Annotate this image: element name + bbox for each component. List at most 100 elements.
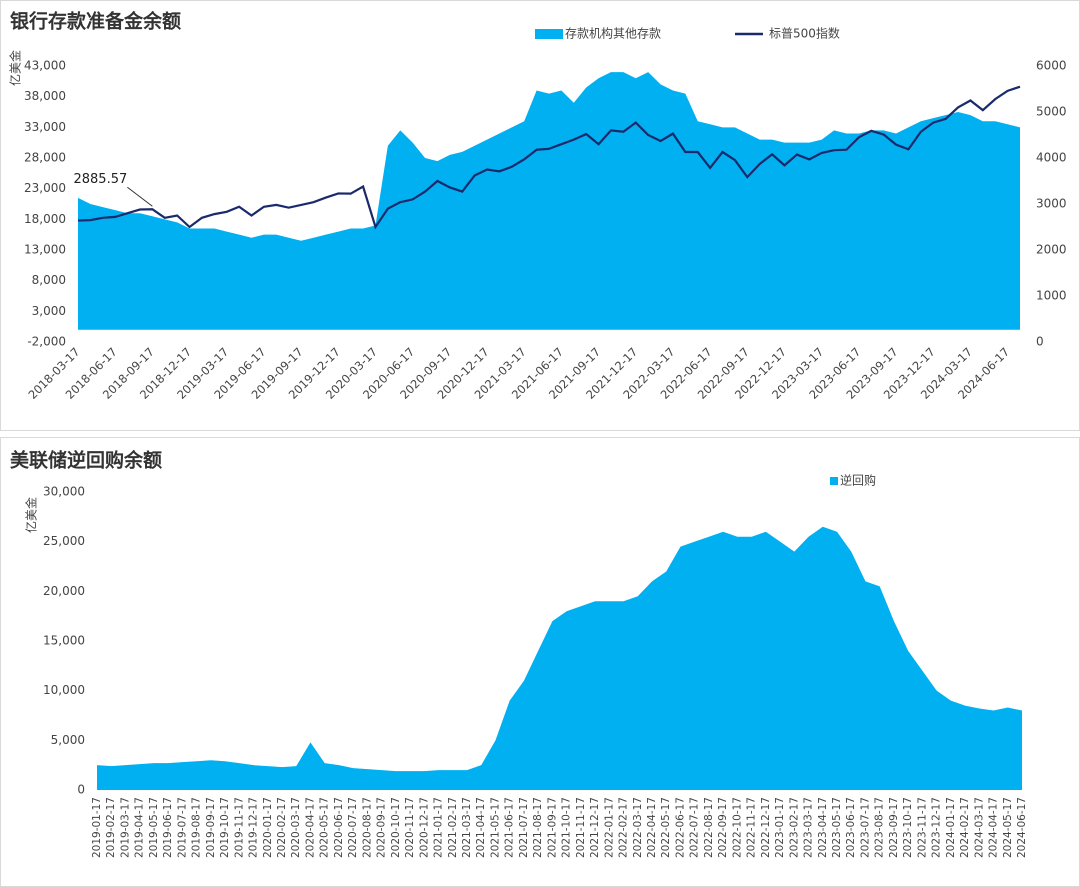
x-tick-label: 2020-06-17 <box>333 797 345 858</box>
y-axis-label: 亿美金 <box>24 497 39 533</box>
y-tick-label: 20,000 <box>43 584 85 598</box>
x-tick-label: 2024-02-17 <box>959 797 971 858</box>
x-tick-label: 2020-03-17 <box>290 797 302 858</box>
x-tick-label: 2024-06-17 <box>1016 797 1028 858</box>
x-tick-label: 2022-03-17 <box>632 797 644 858</box>
x-tick-label: 2021-08-17 <box>532 797 544 858</box>
y-tick-label: 10,000 <box>43 683 85 697</box>
y2-tick-label: 1000 <box>1036 289 1067 303</box>
y2-tick-label: 6000 <box>1036 59 1067 73</box>
x-tick-label: 2023-02-17 <box>788 797 800 858</box>
x-tick-label: 2019-03-17 <box>119 797 131 858</box>
y-tick-label: 28,000 <box>24 151 66 165</box>
x-tick-label: 2022-05-17 <box>660 797 672 858</box>
legend-swatch <box>830 477 838 485</box>
x-tick-label: 2021-01-17 <box>433 797 445 858</box>
y2-tick-label: 3000 <box>1036 197 1067 211</box>
x-tick-label: 2020-01-17 <box>262 797 274 858</box>
x-tick-label: 2021-09-17 <box>546 797 558 858</box>
line <box>77 85 1021 230</box>
x-tick-label: 2023-03-17 <box>803 797 815 858</box>
x-tick-label: 2021-11-17 <box>575 797 587 858</box>
y-tick-label: 3,000 <box>32 304 66 318</box>
x-tick-label: 2019-04-17 <box>134 797 146 858</box>
y-tick-label: -2,000 <box>27 335 66 349</box>
x-tick-label: 2020-10-17 <box>390 797 402 858</box>
x-tick-label: 2021-10-17 <box>561 797 573 858</box>
x-tick-label: 2019-02-17 <box>105 797 117 858</box>
x-tick-label: 2019-05-17 <box>148 797 160 858</box>
x-tick-label: 2022-09-17 <box>717 797 729 858</box>
area <box>97 526 1022 790</box>
chart-title: 美联储逆回购余额 <box>10 449 162 472</box>
x-tick-label: 2020-09-17 <box>376 797 388 858</box>
x-tick-label: 2019-09-17 <box>205 797 217 858</box>
y-tick-label: 0 <box>77 783 85 797</box>
x-tick-label: 2022-11-17 <box>746 797 758 858</box>
x-tick-label: 2020-07-17 <box>347 797 359 858</box>
x-tick-label: 2024-05-17 <box>1002 797 1014 858</box>
y-tick-label: 18,000 <box>24 212 66 226</box>
x-tick-label: 2023-06-17 <box>845 797 857 858</box>
x-tick-label: 2023-01-17 <box>774 797 786 858</box>
x-tick-label: 2022-08-17 <box>703 797 715 858</box>
x-tick-label: 2022-07-17 <box>689 797 701 858</box>
x-tick-label: 2021-02-17 <box>447 797 459 858</box>
x-tick-label: 2022-12-17 <box>760 797 772 858</box>
x-tick-label: 2019-01-17 <box>91 797 103 858</box>
legend-swatch <box>535 29 563 39</box>
y2-tick-label: 0 <box>1036 335 1044 349</box>
x-tick-label: 2019-06-17 <box>162 797 174 858</box>
x-tick-label: 2023-05-17 <box>831 797 843 858</box>
x-tick-label: 2024-01-17 <box>945 797 957 858</box>
x-tick-label: 2023-04-17 <box>817 797 829 858</box>
x-tick-label: 2023-12-17 <box>931 797 943 858</box>
x-tick-label: 2019-10-17 <box>219 797 231 858</box>
x-tick-label: 2019-07-17 <box>176 797 188 858</box>
legend-label: 逆回购 <box>840 473 876 488</box>
x-tick-label: 2023-10-17 <box>902 797 914 858</box>
x-tick-label: 2020-12-17 <box>418 797 430 858</box>
x-tick-label: 2022-01-17 <box>603 797 615 858</box>
y2-tick-label: 4000 <box>1036 151 1067 165</box>
data-label: 2885.57 <box>73 172 127 187</box>
annotation-leader <box>127 186 153 207</box>
x-tick-label: 2024-04-17 <box>988 797 1000 858</box>
x-tick-label: 2023-08-17 <box>874 797 886 858</box>
x-tick-label: 2024-03-17 <box>973 797 985 858</box>
y-tick-label: 13,000 <box>24 243 66 257</box>
x-tick-label: 2019-08-17 <box>191 797 203 858</box>
x-tick-label: 2022-06-17 <box>674 797 686 858</box>
x-tick-label: 2023-07-17 <box>859 797 871 858</box>
chart-title: 银行存款准备金余额 <box>10 10 181 33</box>
x-tick-label: 2020-05-17 <box>319 797 331 858</box>
y-tick-label: 43,000 <box>24 59 66 73</box>
x-tick-label: 2023-11-17 <box>916 797 928 858</box>
x-tick-label: 2020-04-17 <box>304 797 316 858</box>
x-tick-label: 2023-09-17 <box>888 797 900 858</box>
x-tick-label: 2022-02-17 <box>618 797 630 858</box>
y-tick-label: 30,000 <box>43 485 85 499</box>
x-tick-label: 2021-04-17 <box>475 797 487 858</box>
legend-label: 存款机构其他存款 <box>565 26 661 41</box>
legend-label: 标普500指数 <box>769 26 840 41</box>
x-tick-label: 2021-06-17 <box>504 797 516 858</box>
x-tick-label: 2022-04-17 <box>646 797 658 858</box>
y-tick-label: 38,000 <box>24 89 66 103</box>
x-tick-label: 2021-05-17 <box>489 797 501 858</box>
x-tick-label: 2021-12-17 <box>589 797 601 858</box>
y-tick-label: 15,000 <box>43 634 85 648</box>
y-tick-label: 33,000 <box>24 120 66 134</box>
y2-tick-label: 5000 <box>1036 105 1067 119</box>
x-tick-label: 2020-02-17 <box>276 797 288 858</box>
y2-tick-label: 2000 <box>1036 243 1067 257</box>
x-tick-label: 2022-10-17 <box>731 797 743 858</box>
x-tick-label: 2021-03-17 <box>461 797 473 858</box>
y-tick-label: 25,000 <box>43 534 85 548</box>
y-tick-label: 5,000 <box>51 733 85 747</box>
y-axis-label: 亿美金 <box>8 50 23 86</box>
y-tick-label: 8,000 <box>32 273 66 287</box>
x-tick-label: 2020-11-17 <box>404 797 416 858</box>
x-tick-label: 2020-08-17 <box>361 797 373 858</box>
